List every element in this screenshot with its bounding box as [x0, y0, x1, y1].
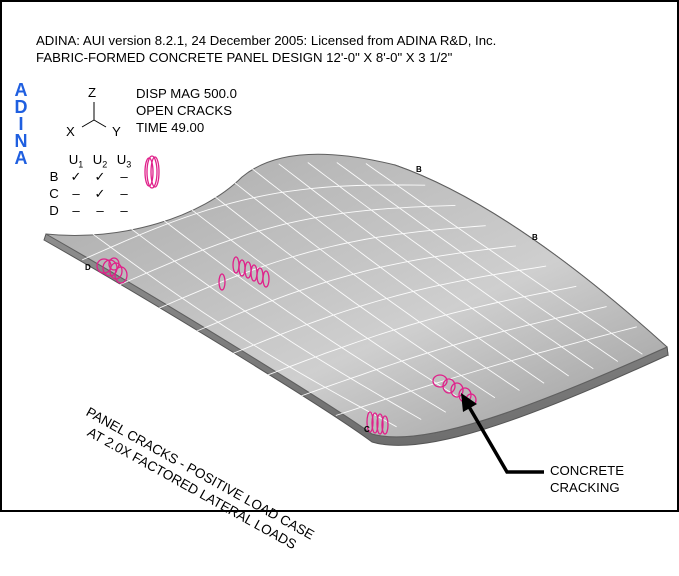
- mesh-line: [154, 225, 486, 311]
- bc-row-label: C: [49, 186, 59, 201]
- time-label: TIME 49.00: [136, 120, 205, 135]
- mesh-line: [263, 285, 577, 378]
- program-header: ADINA: AUI version 8.2.1, 24 December 20…: [36, 33, 497, 48]
- mesh-line: [336, 162, 619, 362]
- bc-cell: –: [72, 186, 80, 201]
- bc-header-u1: U1: [68, 152, 84, 170]
- node-label-d: D: [85, 263, 91, 272]
- mesh-line: [278, 163, 569, 377]
- mesh-line: [82, 184, 426, 261]
- callout-line-2: CRACKING: [550, 480, 620, 495]
- mesh-line: [226, 265, 547, 357]
- mesh-line: [103, 208, 422, 420]
- crack-cluster-d: [96, 257, 128, 284]
- bc-cell: –: [120, 203, 128, 218]
- bc-cell: ✓: [94, 186, 106, 201]
- bc-cell: –: [120, 169, 128, 184]
- mesh-line: [191, 177, 496, 399]
- fea-result-view: B B D C ADINA: AUI version 8.2.1, 24 Dec…: [0, 0, 679, 552]
- node-label-b2: B: [532, 233, 538, 242]
- axis-label-x: X: [66, 124, 75, 139]
- axis-triad-lines: [81, 102, 107, 128]
- node-label-b1: B: [416, 165, 422, 174]
- panel-surface: [45, 153, 668, 438]
- mesh-line: [299, 306, 607, 397]
- callout-text: CONCRETE CRACKING: [550, 462, 624, 496]
- crack-cluster-c: [366, 411, 389, 435]
- mesh-line: [249, 166, 545, 384]
- mesh-line: [133, 196, 447, 413]
- node-label-c: C: [364, 425, 370, 434]
- logo-letter: I: [18, 114, 24, 134]
- bc-row-label: B: [49, 169, 59, 184]
- logo-letter: D: [14, 97, 28, 117]
- logo-letter: N: [14, 131, 28, 151]
- bc-header-u2: U2: [92, 152, 108, 170]
- model-viewport: B B D C: [43, 153, 669, 474]
- mesh-line: [365, 163, 643, 355]
- result-type-label: OPEN CRACKS: [136, 103, 232, 118]
- mesh-line: [307, 162, 594, 370]
- callout-arrow: [461, 393, 544, 474]
- disp-mag-label: DISP MAG 500.0: [136, 86, 237, 101]
- mesh-line: [335, 326, 637, 416]
- logo-letter: A: [14, 80, 28, 100]
- logo-letter: A: [14, 148, 28, 168]
- bc-cell: –: [96, 203, 104, 218]
- mesh-line: [162, 186, 471, 406]
- crack-cluster-mid: [218, 256, 270, 291]
- bc-row-label: D: [49, 203, 59, 218]
- model-title: FABRIC-FORMED CONCRETE PANEL DESIGN 12'-…: [36, 50, 453, 65]
- crack-symbols: [96, 155, 477, 435]
- adina-logo: A D I N A: [12, 80, 30, 168]
- bc-header-u3: U3: [116, 152, 132, 170]
- bc-cell: –: [72, 203, 80, 218]
- mesh-line: [190, 245, 516, 334]
- mesh-lines: [74, 162, 643, 428]
- mesh-line: [74, 220, 397, 428]
- bc-cell: ✓: [70, 169, 82, 184]
- bc-cell: ✓: [94, 169, 106, 184]
- axis-label-z: Z: [88, 85, 97, 100]
- mesh-line: [118, 204, 456, 286]
- callout-line-1: CONCRETE: [550, 463, 624, 478]
- axis-label-y: Y: [112, 124, 121, 139]
- mesh-line: [220, 171, 520, 391]
- legend-crack-symbol: [146, 155, 158, 189]
- bc-cell: –: [120, 186, 128, 201]
